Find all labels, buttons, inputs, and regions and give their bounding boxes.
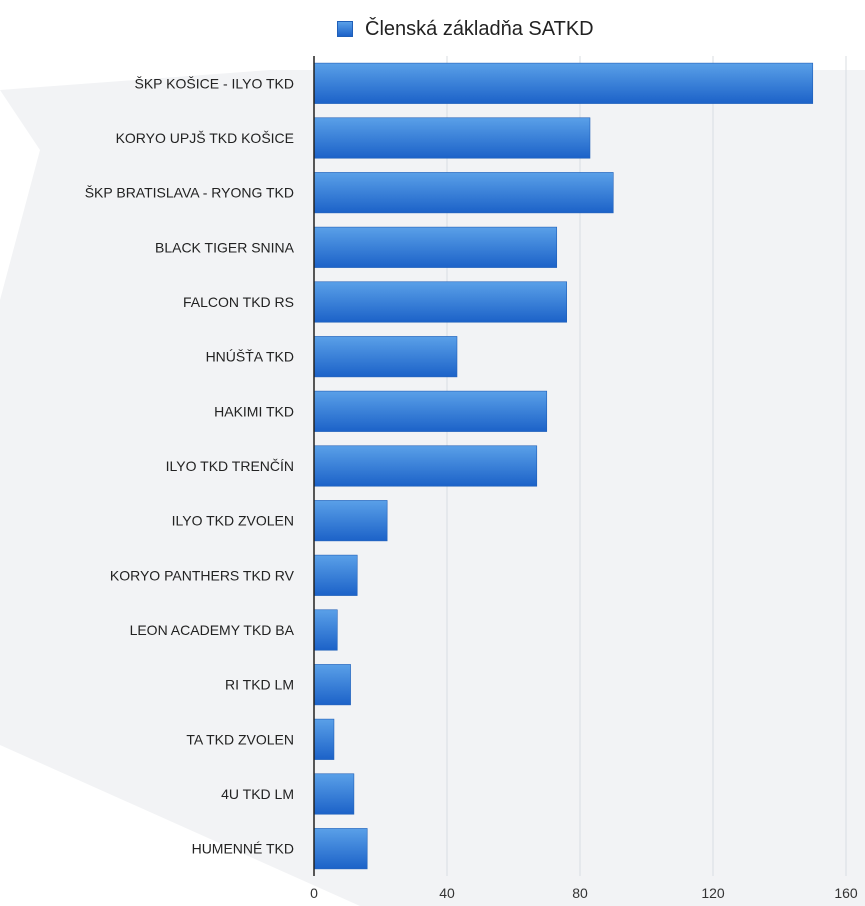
category-label: KORYO UPJŠ TKD KOŠICE bbox=[116, 130, 294, 146]
category-label: ŠKP KOŠICE - ILYO TKD bbox=[135, 75, 295, 91]
bar bbox=[313, 609, 338, 651]
category-label: RI TKD LM bbox=[225, 677, 294, 693]
category-label: FALCON TKD RS bbox=[183, 294, 294, 310]
x-tick-label: 40 bbox=[439, 885, 455, 901]
category-label: HAKIMI TKD bbox=[214, 403, 294, 419]
category-label: ILYO TKD TRENČÍN bbox=[166, 458, 294, 474]
category-label: ŠKP BRATISLAVA - RYONG TKD bbox=[85, 185, 294, 201]
bar bbox=[313, 718, 335, 760]
category-label: KORYO PANTHERS TKD RV bbox=[110, 567, 295, 583]
legend: Členská základňa SATKD bbox=[337, 14, 594, 44]
legend-swatch bbox=[337, 21, 353, 37]
legend-label: Členská základňa SATKD bbox=[365, 17, 594, 40]
x-tick-label: 120 bbox=[701, 885, 725, 901]
category-label: HUMENNÉ TKD bbox=[192, 841, 294, 857]
bar bbox=[313, 664, 351, 706]
bar bbox=[313, 828, 368, 870]
bar bbox=[313, 62, 814, 104]
x-tick-label: 160 bbox=[834, 885, 858, 901]
x-axis-ticks: 0 40 80 120 160 bbox=[310, 885, 858, 901]
bars bbox=[313, 62, 814, 870]
bar bbox=[313, 773, 355, 815]
category-label: ILYO TKD ZVOLEN bbox=[172, 513, 294, 529]
bar bbox=[313, 226, 558, 268]
category-label: HNÚŠŤA TKD bbox=[206, 349, 294, 365]
bar bbox=[313, 390, 548, 432]
category-label: BLACK TIGER SNINA bbox=[155, 239, 295, 255]
bar bbox=[313, 172, 614, 214]
category-label: LEON ACADEMY TKD BA bbox=[130, 622, 295, 638]
category-label: TA TKD ZVOLEN bbox=[186, 731, 294, 747]
bar bbox=[313, 336, 458, 378]
x-tick-label: 80 bbox=[572, 885, 588, 901]
bar bbox=[313, 281, 567, 323]
bar bbox=[313, 117, 591, 159]
bar bbox=[313, 554, 358, 596]
x-tick-label: 0 bbox=[310, 885, 318, 901]
category-label: 4U TKD LM bbox=[221, 786, 294, 802]
bar bbox=[313, 500, 388, 542]
category-labels: ŠKP KOŠICE - ILYO TKD KORYO UPJŠ TKD KOŠI… bbox=[85, 75, 295, 856]
bar bbox=[313, 445, 538, 487]
